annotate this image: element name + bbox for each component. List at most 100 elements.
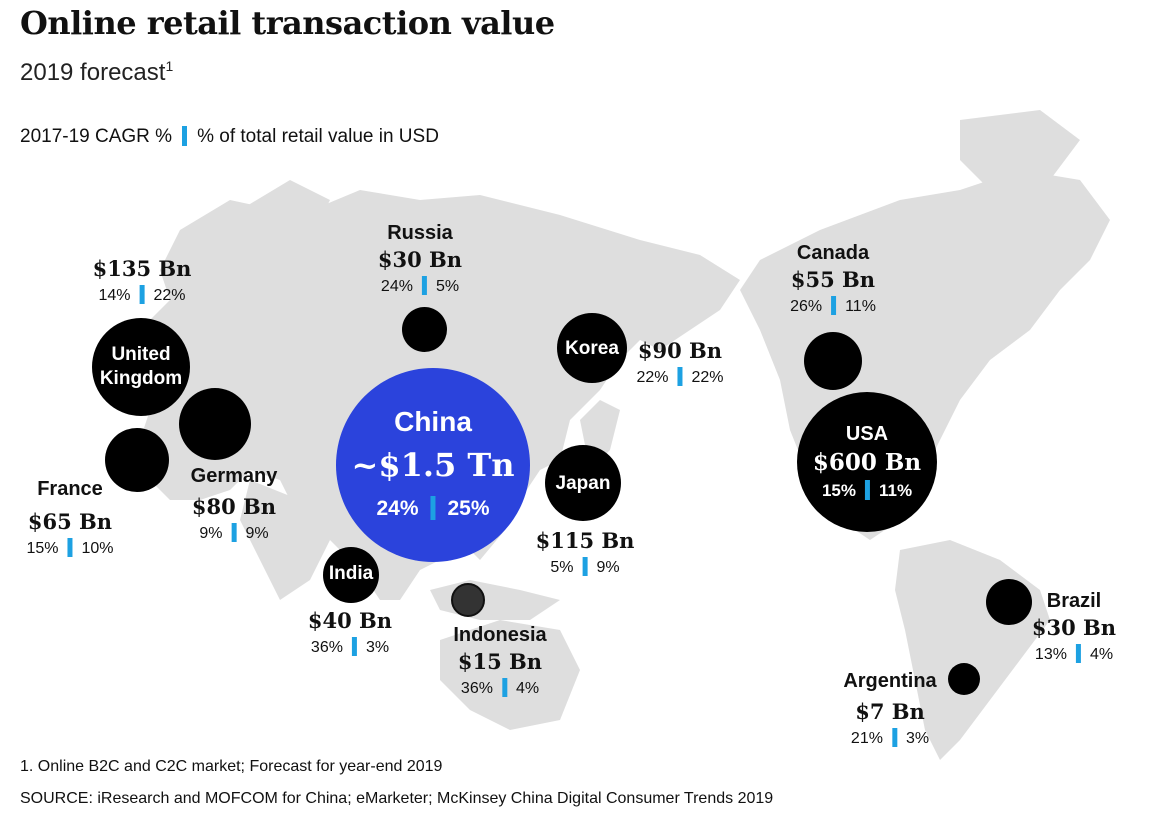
- usa-bubble: [797, 392, 937, 532]
- korea-cagr: 22%: [636, 369, 669, 386]
- greenland-landmass: [960, 110, 1080, 190]
- china-share: 25%: [447, 497, 490, 520]
- legend-separator-bar: [182, 126, 188, 146]
- germany-value: $80 Bn: [191, 494, 277, 519]
- uk-label: $135 Bn 14% 22%: [92, 254, 192, 305]
- russia-stats: 24% 5%: [378, 276, 462, 296]
- legend: 2017-19 CAGR % % of total retail value in…: [20, 126, 439, 148]
- russia-label: Russia $30 Bn 24% 5%: [378, 222, 462, 296]
- indonesia-label: Indonesia $15 Bn 36% 4%: [453, 624, 547, 698]
- korea-share: 22%: [691, 369, 724, 386]
- canada-cagr: 26%: [790, 298, 823, 315]
- indonesia-bubble: [451, 583, 485, 617]
- brazil-share: 4%: [1089, 646, 1114, 663]
- russia-name: Russia: [387, 222, 453, 244]
- argentina-cagr: 21%: [850, 730, 883, 747]
- france-label: France $65 Bn 15% 10%: [26, 478, 114, 558]
- india-cagr: 36%: [310, 639, 343, 656]
- brazil-bubble: [986, 579, 1032, 625]
- germany-cagr: 9%: [199, 525, 223, 542]
- argentina-value: $7 Bn: [855, 699, 925, 724]
- footnote: 1. Online B2C and C2C market; Forecast f…: [20, 758, 443, 775]
- korea-stats: 22% 22%: [636, 367, 724, 387]
- china-stats: 24% 25%: [376, 496, 490, 521]
- japan-value: $115 Bn: [535, 528, 635, 553]
- korea-value: $90 Bn: [637, 338, 723, 363]
- canada-stats: 26% 11%: [790, 296, 876, 316]
- chart-subtitle: 2019 forecast1: [20, 58, 173, 87]
- china-separator-bar: [430, 496, 436, 520]
- japan-stats: 5% 9%: [536, 557, 635, 577]
- australia-landmass: [440, 620, 580, 730]
- uk-name-line2: Kingdom: [99, 368, 183, 389]
- india-label: $40 Bn 36% 3%: [308, 606, 392, 657]
- germany-share: 9%: [245, 525, 269, 542]
- russia-bubble: [402, 307, 447, 352]
- china-name: China: [394, 406, 472, 437]
- japan-separator-bar: [582, 557, 588, 576]
- argentina-separator-bar: [891, 728, 897, 747]
- argentina-label: Argentina $7 Bn 21% 3%: [843, 670, 937, 748]
- japan-cagr: 5%: [550, 559, 574, 576]
- japan-name: Japan: [555, 473, 611, 494]
- canada-value: $55 Bn: [790, 267, 876, 292]
- india-stats: 36% 3%: [308, 637, 392, 657]
- korea-separator-bar: [677, 367, 683, 386]
- china-value: ~$1.5 Tn: [351, 446, 515, 484]
- legend-cagr: 2017-19 CAGR %: [20, 126, 173, 147]
- brazil-cagr: 13%: [1034, 646, 1067, 663]
- japan-share: 9%: [596, 559, 620, 576]
- france-separator-bar: [67, 538, 73, 557]
- russia-value: $30 Bn: [377, 247, 463, 272]
- canada-label: Canada $55 Bn 26% 11%: [790, 242, 876, 316]
- india-share: 3%: [365, 639, 390, 656]
- usa-cagr: 15%: [821, 481, 856, 500]
- indonesia-share: 4%: [515, 680, 540, 697]
- argentina-name: Argentina: [843, 670, 937, 692]
- scandinavia-landmass: [240, 180, 330, 260]
- usa-value: $600 Bn: [812, 449, 922, 476]
- canada-share: 11%: [845, 298, 876, 315]
- brazil-label: Brazil $30 Bn 13% 4%: [1032, 590, 1116, 664]
- korea-label: $90 Bn 22% 22%: [636, 336, 724, 387]
- germany-stats: 9% 9%: [191, 523, 278, 543]
- russia-share: 5%: [435, 278, 460, 295]
- brazil-stats: 13% 4%: [1032, 644, 1116, 664]
- uk-bubble: [92, 318, 190, 416]
- korea-bubble: [557, 313, 627, 383]
- canada-name: Canada: [796, 242, 870, 264]
- japan-bubble: [545, 445, 621, 521]
- france-value: $65 Bn: [27, 509, 113, 534]
- indonesia-cagr: 36%: [460, 680, 493, 697]
- uk-separator-bar: [139, 285, 145, 304]
- argentina-bubble: [948, 663, 980, 695]
- japan-label: $115 Bn 5% 9%: [535, 526, 635, 577]
- indonesia-name: Indonesia: [453, 624, 547, 646]
- middle-east-landmass: [240, 480, 330, 600]
- usa-stats: 15% 11%: [822, 480, 912, 501]
- india-bubble: [323, 547, 379, 603]
- subtitle-text: 2019 forecast: [20, 59, 166, 86]
- india-separator-bar: [351, 637, 357, 656]
- germany-label: Germany $80 Bn 9% 9%: [190, 465, 278, 543]
- canada-bubble: [804, 332, 862, 390]
- germany-bubble: [179, 388, 251, 460]
- uk-name-line1: United: [111, 344, 171, 365]
- legend-share: % of total retail value in USD: [197, 126, 439, 147]
- uk-cagr: 14%: [98, 287, 131, 304]
- uk-value: $135 Bn: [92, 256, 192, 281]
- india-name: India: [328, 563, 374, 584]
- germany-name: Germany: [190, 465, 278, 487]
- brazil-name: Brazil: [1046, 590, 1102, 612]
- argentina-stats: 21% 3%: [843, 728, 936, 748]
- source-note: SOURCE: iResearch and MOFCOM for China; …: [20, 790, 774, 807]
- footnote-marker: 1: [165, 58, 174, 74]
- usa-name: USA: [845, 423, 889, 445]
- russia-separator-bar: [421, 276, 427, 295]
- india-value: $40 Bn: [307, 608, 393, 633]
- argentina-share: 3%: [905, 730, 930, 747]
- france-stats: 15% 10%: [26, 538, 114, 558]
- chart-title: Online retail transaction value: [20, 4, 555, 42]
- germany-separator-bar: [231, 523, 237, 542]
